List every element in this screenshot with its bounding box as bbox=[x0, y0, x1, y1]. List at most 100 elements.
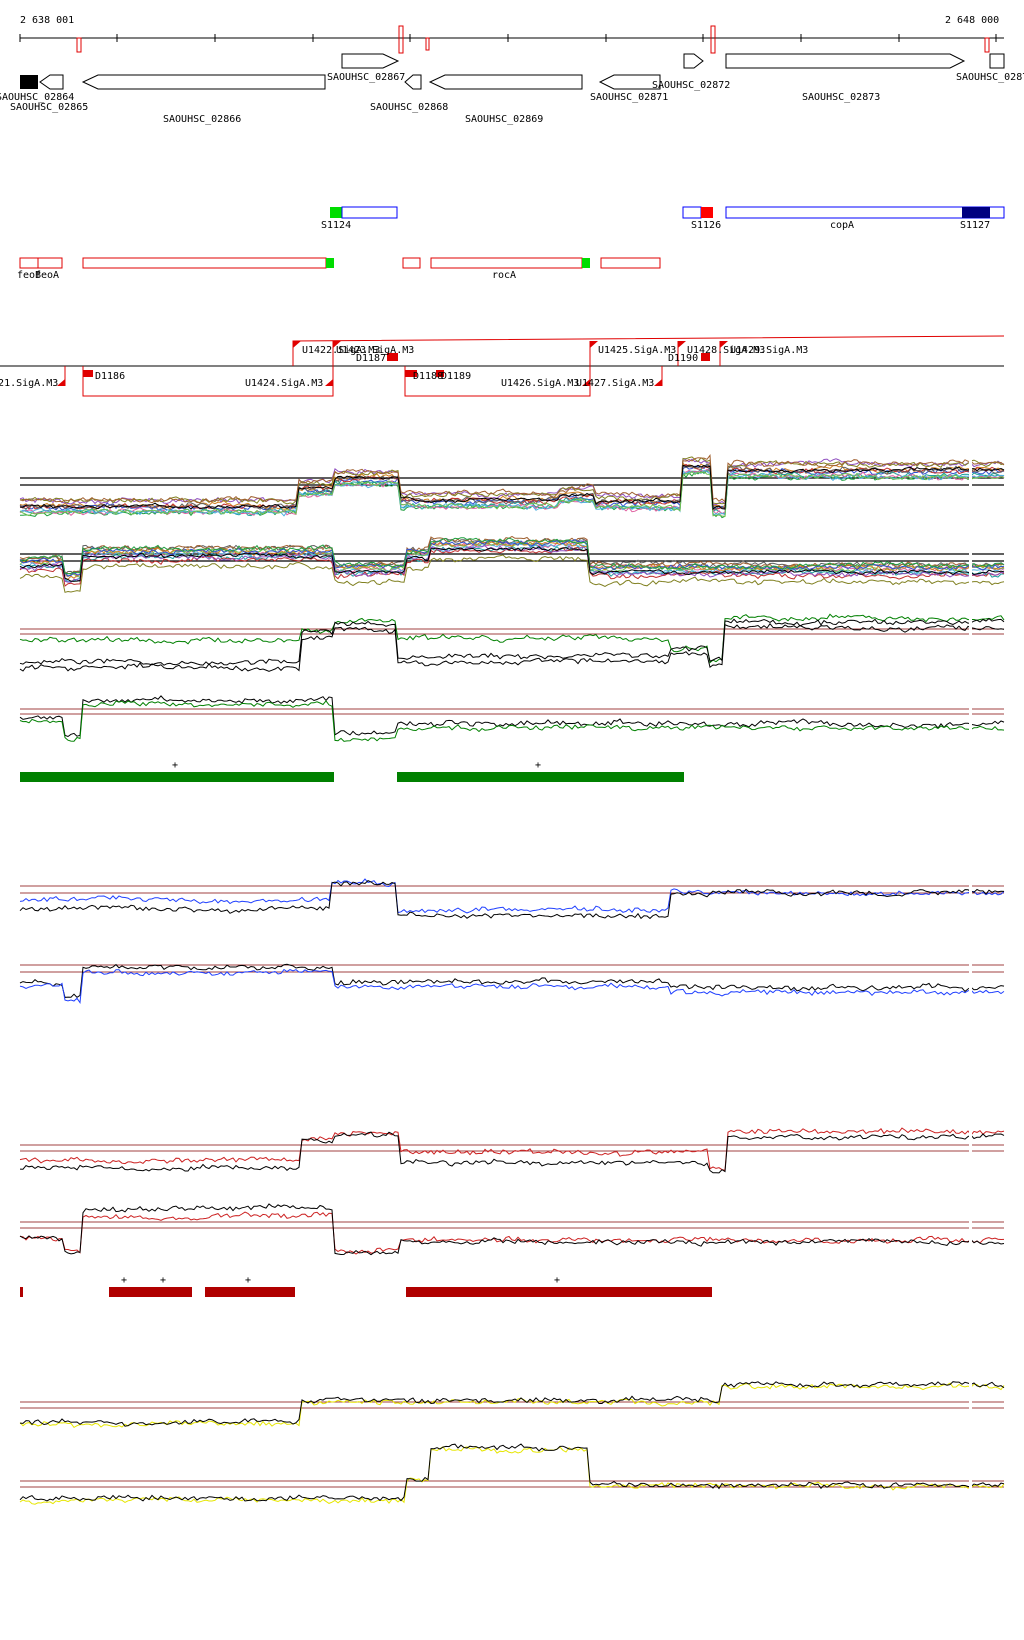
gene-label: SAOUHSC_02866 bbox=[163, 114, 241, 125]
operon-box[interactable] bbox=[82, 257, 327, 269]
segment-bar[interactable] bbox=[20, 772, 334, 782]
operon-box[interactable] bbox=[600, 257, 661, 269]
plus-marker: + bbox=[535, 760, 541, 771]
promoter-label: D1187 bbox=[356, 353, 386, 364]
plus-marker: + bbox=[172, 760, 178, 771]
regulon-label: copA bbox=[830, 220, 854, 231]
regulon-box[interactable] bbox=[341, 206, 398, 219]
ruler-end-label: 2 648 000 bbox=[945, 15, 999, 26]
promoter-flags bbox=[57, 341, 728, 386]
expression-trace bbox=[19, 457, 1005, 506]
gene-arrow[interactable] bbox=[683, 53, 704, 69]
expression-trace bbox=[19, 963, 1005, 998]
gene-label: SAOUHSC_02867 bbox=[327, 72, 405, 83]
regulon-box[interactable] bbox=[330, 207, 342, 218]
gene-arrow[interactable] bbox=[20, 75, 38, 89]
promoter-label: U1421.SigA.M3 bbox=[0, 378, 58, 389]
segment-bar[interactable] bbox=[109, 1287, 192, 1297]
segment-bar[interactable] bbox=[406, 1287, 712, 1297]
promoter-label: D1189 bbox=[441, 371, 471, 382]
operon-box[interactable] bbox=[402, 257, 421, 269]
expression-trace bbox=[19, 471, 1005, 517]
operon-box[interactable] bbox=[37, 257, 63, 269]
ruler-red-markers bbox=[76, 25, 990, 54]
expression-trace bbox=[19, 695, 1005, 738]
expression-trace bbox=[19, 1203, 1005, 1256]
gene-label: SAOUHSC_02869 bbox=[465, 114, 543, 125]
operon-label: feoB bbox=[17, 270, 41, 281]
gene-arrow[interactable] bbox=[81, 74, 326, 90]
expression-trace bbox=[19, 1382, 1005, 1429]
expression-trace bbox=[19, 537, 1005, 575]
promoter-label: U1427.SigA.M3 bbox=[576, 378, 654, 389]
gene-label: SAOUHSC_02871 bbox=[590, 92, 668, 103]
gene-arrow[interactable] bbox=[725, 53, 966, 69]
expression-trace bbox=[19, 622, 1005, 672]
gene-arrow[interactable] bbox=[428, 74, 583, 90]
promoter-track: U1422.SigA.M3 U1423.SigA.M3 D1187 U1425.… bbox=[0, 335, 1005, 397]
promoter-label: D1188 bbox=[413, 371, 443, 382]
plus-marker: + bbox=[160, 1275, 166, 1286]
gene-arrow[interactable] bbox=[341, 53, 400, 69]
gene-arrow[interactable] bbox=[598, 74, 661, 90]
gene-arrow[interactable] bbox=[404, 74, 422, 90]
gene-label: SAOUHSC_02872 bbox=[652, 80, 730, 91]
expression-trace bbox=[19, 546, 1005, 582]
red-segment-bars bbox=[20, 1287, 712, 1297]
expression-panel-yellow bbox=[19, 1381, 1005, 1505]
promoter-label: U1426.SigA.M3 bbox=[501, 378, 579, 389]
gene-arrow[interactable] bbox=[989, 53, 1005, 69]
regulon-label: S1126 bbox=[691, 220, 721, 231]
green-segment-bars bbox=[20, 772, 684, 782]
expression-trace bbox=[19, 541, 1005, 583]
promoter-label: U1422.SigA.M3 bbox=[302, 345, 380, 356]
operon-box[interactable] bbox=[430, 257, 583, 269]
operon-track bbox=[19, 257, 661, 269]
gene-label: SAOUHSC_02864 bbox=[0, 92, 74, 103]
promoter-label: D1190 bbox=[668, 353, 698, 364]
expression-panel-blue bbox=[19, 878, 1005, 1004]
gene-arrow[interactable] bbox=[39, 74, 64, 90]
expression-panel-green bbox=[19, 613, 1005, 742]
expression-trace bbox=[19, 613, 1005, 664]
operon-label: feoA bbox=[35, 270, 59, 281]
expression-trace bbox=[19, 1446, 1005, 1505]
regulon-box[interactable] bbox=[725, 206, 1005, 219]
expression-trace bbox=[19, 700, 1005, 742]
gene-label: SAOUHSC_02868 bbox=[370, 102, 448, 113]
coordinate-ruler: 2 638 001 2 648 000 bbox=[19, 15, 1004, 54]
ruler-start-label: 2 638 001 bbox=[20, 15, 74, 26]
expression-trace bbox=[19, 468, 1005, 516]
promoter-label: D1186 bbox=[95, 371, 125, 382]
regulon-label: S1127 bbox=[960, 220, 990, 231]
operon-box[interactable] bbox=[326, 258, 334, 268]
regulon-box[interactable] bbox=[682, 206, 702, 219]
plus-marker: + bbox=[245, 1275, 251, 1286]
expression-trace bbox=[19, 968, 1005, 1004]
regulon-box[interactable] bbox=[962, 207, 990, 218]
expression-trace bbox=[19, 878, 1005, 914]
segment-bar[interactable] bbox=[205, 1287, 295, 1297]
expression-trace bbox=[19, 617, 1005, 666]
promoter-label: U1424.SigA.M3 bbox=[245, 378, 323, 389]
plus-marker: + bbox=[554, 1275, 560, 1286]
expression-trace bbox=[19, 547, 1005, 587]
promoter-label: U1428.SigA.M3 bbox=[687, 345, 765, 356]
gene-track: SAOUHSC_02864 SAOUHSC_02865 SAOUHSC_0286… bbox=[0, 53, 1024, 125]
regulon-box[interactable] bbox=[701, 207, 713, 218]
promoter-label: U1425.SigA.M3 bbox=[598, 345, 676, 356]
expression-trace bbox=[19, 454, 1005, 504]
expression-trace bbox=[19, 1381, 1005, 1427]
expression-panel-multicolor bbox=[19, 454, 1005, 593]
segment-bar[interactable] bbox=[20, 1287, 23, 1297]
segment-bar[interactable] bbox=[397, 772, 684, 782]
operon-box[interactable] bbox=[19, 257, 39, 269]
promoter-label: U1423.SigA.M3 bbox=[336, 345, 414, 356]
expression-trace bbox=[19, 464, 1005, 511]
promoter-label: U1429.SigA.M3 bbox=[730, 345, 808, 356]
gene-label: SAOUHSC_0287 bbox=[956, 72, 1024, 83]
gene-label: SAOUHSC_02873 bbox=[802, 92, 880, 103]
expression-trace bbox=[19, 456, 1005, 505]
operon-box[interactable] bbox=[582, 258, 590, 268]
operon-label: rocA bbox=[492, 270, 516, 281]
